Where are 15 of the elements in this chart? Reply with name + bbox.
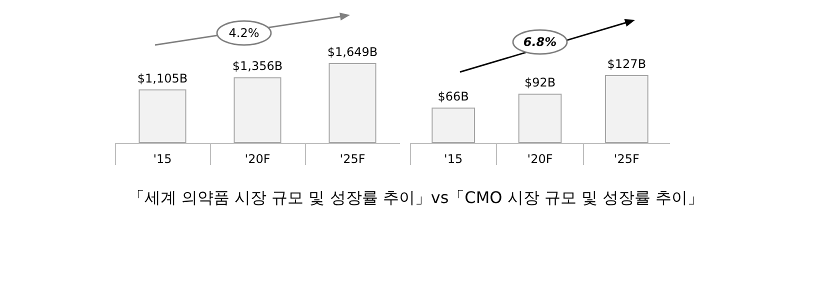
x-tick-label: '25F: [340, 152, 366, 166]
data-label: $1,649B: [327, 45, 378, 59]
data-label: $127B: [607, 57, 646, 71]
text: 6.8%: [523, 35, 557, 49]
text: 4.2%: [228, 26, 260, 40]
text: 「세계 의약품 시장 규모 및 성장률 추이」vs「CMO 시장 규모 및 성장률 추이」: [127, 188, 705, 209]
x-tick-label: '25F: [614, 152, 640, 166]
data-label: $66B: [438, 90, 469, 104]
data-label: $1,356B: [232, 59, 283, 74]
data-label: $92B: [524, 76, 556, 90]
x-tick-label: '20F: [527, 152, 553, 166]
x-tick-label: '15: [153, 152, 172, 166]
x-tick-label: '20F: [244, 152, 270, 166]
data-label: $1,105B: [137, 71, 188, 86]
x-tick-label: '15: [444, 152, 463, 166]
